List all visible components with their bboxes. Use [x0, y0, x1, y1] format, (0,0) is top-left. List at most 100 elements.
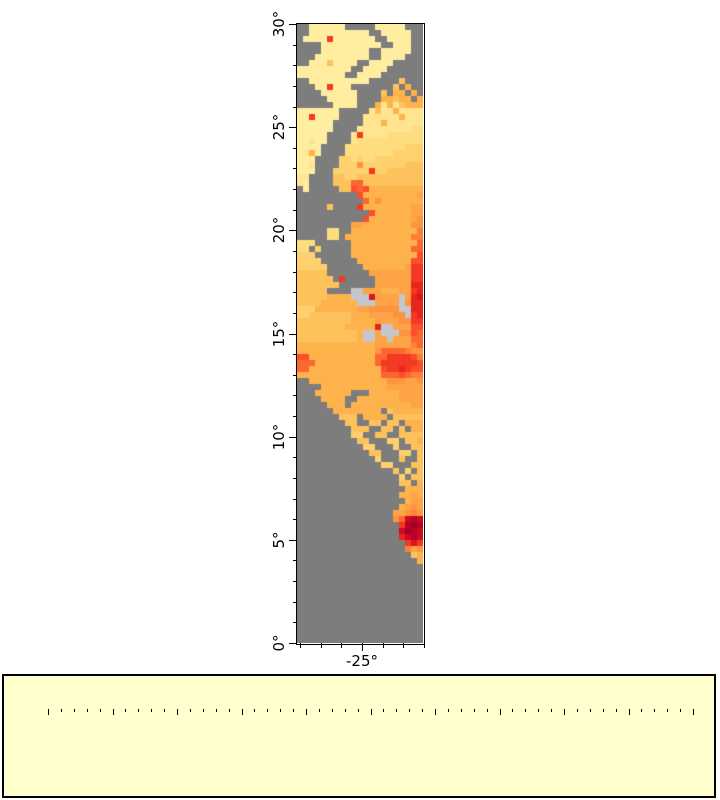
- lat-minor-tick: [293, 416, 297, 417]
- lon-minor-tick: [383, 643, 384, 648]
- cbar-minor-tick: [461, 709, 462, 712]
- cbar-minor-tick: [293, 709, 294, 712]
- cbar-minor-tick: [487, 709, 488, 712]
- lat-minor-tick: [293, 395, 297, 396]
- lat-minor-tick: [293, 65, 297, 66]
- cbar-minor-tick: [332, 709, 333, 712]
- lat-minor-tick: [293, 478, 297, 479]
- cbar-minor-tick: [538, 709, 539, 712]
- lat-tick-label: 25°: [270, 113, 288, 141]
- lat-major-tick: [289, 437, 297, 438]
- lon-minor-tick: [321, 643, 322, 648]
- cbar-minor-tick: [641, 709, 642, 712]
- lat-minor-tick: [293, 148, 297, 149]
- cbar-major-tick: [177, 709, 178, 715]
- legend-panel: ABI L2+ Aerosol Optical Depth at 550 nm …: [2, 674, 716, 798]
- cbar-minor-tick: [448, 709, 449, 712]
- cbar-minor-tick: [319, 709, 320, 712]
- lat-minor-tick: [293, 313, 297, 314]
- cbar-minor-tick: [74, 709, 75, 712]
- lat-major-tick: [289, 127, 297, 128]
- cbar-minor-tick: [151, 709, 152, 712]
- lat-minor-tick: [293, 375, 297, 376]
- lat-major-tick: [289, 24, 297, 25]
- cbar-minor-tick: [87, 709, 88, 712]
- lat-minor-tick: [293, 622, 297, 623]
- lat-minor-tick: [293, 251, 297, 252]
- cbar-minor-tick: [551, 709, 552, 712]
- cbar-major-tick: [48, 709, 49, 715]
- lat-minor-tick: [293, 602, 297, 603]
- lat-minor-tick: [293, 168, 297, 169]
- lat-minor-tick: [293, 292, 297, 293]
- cbar-major-tick: [564, 709, 565, 715]
- lat-minor-tick: [293, 499, 297, 500]
- cbar-minor-tick: [680, 709, 681, 712]
- lat-minor-tick: [293, 581, 297, 582]
- lat-major-tick: [289, 540, 297, 541]
- cbar-major-tick: [500, 709, 501, 715]
- cbar-minor-tick: [654, 709, 655, 712]
- lon-major-tick: [362, 643, 363, 651]
- cbar-minor-tick: [125, 709, 126, 712]
- cbar-major-tick: [693, 709, 694, 715]
- lat-minor-tick: [293, 86, 297, 87]
- lat-minor-tick: [293, 354, 297, 355]
- cbar-minor-tick: [216, 709, 217, 712]
- lon-minor-tick: [341, 643, 342, 648]
- cbar-minor-tick: [203, 709, 204, 712]
- lat-minor-tick: [293, 189, 297, 190]
- cbar-minor-tick: [525, 709, 526, 712]
- lat-major-tick: [289, 643, 297, 644]
- cbar-minor-tick: [512, 709, 513, 712]
- lon-minor-tick: [300, 643, 301, 648]
- cbar-major-tick: [371, 709, 372, 715]
- lat-major-tick: [289, 334, 297, 335]
- lat-tick-label: 30°: [270, 10, 288, 38]
- cbar-minor-tick: [409, 709, 410, 712]
- cbar-minor-tick: [616, 709, 617, 712]
- lat-tick-label: 0°: [270, 634, 288, 652]
- cbar-minor-tick: [164, 709, 165, 712]
- cbar-minor-tick: [590, 709, 591, 712]
- lat-tick-label: 5°: [270, 531, 288, 549]
- cbar-major-tick: [242, 709, 243, 715]
- cbar-minor-tick: [383, 709, 384, 712]
- lat-minor-tick: [293, 107, 297, 108]
- lat-minor-tick: [293, 560, 297, 561]
- cbar-major-tick: [629, 709, 630, 715]
- cbar-minor-tick: [603, 709, 604, 712]
- cbar-minor-tick: [345, 709, 346, 712]
- cbar-minor-tick: [396, 709, 397, 712]
- cbar-major-tick: [306, 709, 307, 715]
- cbar-minor-tick: [474, 709, 475, 712]
- cbar-minor-tick: [100, 709, 101, 712]
- lat-tick-label: 20°: [270, 216, 288, 244]
- lat-tick-label: 15°: [270, 320, 288, 348]
- cbar-minor-tick: [267, 709, 268, 712]
- cbar-minor-tick: [190, 709, 191, 712]
- lat-minor-tick: [293, 457, 297, 458]
- cbar-minor-tick: [254, 709, 255, 712]
- aod-map-raster: [297, 24, 423, 643]
- cbar-minor-tick: [667, 709, 668, 712]
- lat-major-tick: [289, 230, 297, 231]
- lon-minor-tick: [424, 643, 425, 648]
- cbar-major-tick: [113, 709, 114, 715]
- cbar-minor-tick: [422, 709, 423, 712]
- lat-minor-tick: [293, 210, 297, 211]
- cbar-minor-tick: [61, 709, 62, 712]
- cbar-minor-tick: [577, 709, 578, 712]
- cbar-minor-tick: [138, 709, 139, 712]
- lat-minor-tick: [293, 272, 297, 273]
- cbar-minor-tick: [358, 709, 359, 712]
- cbar-minor-tick: [229, 709, 230, 712]
- lat-tick-label: 10°: [270, 423, 288, 451]
- lon-tick-label: -25°: [346, 652, 378, 670]
- cbar-major-tick: [435, 709, 436, 715]
- lat-minor-tick: [293, 45, 297, 46]
- lat-minor-tick: [293, 519, 297, 520]
- cbar-minor-tick: [280, 709, 281, 712]
- lon-minor-tick: [403, 643, 404, 648]
